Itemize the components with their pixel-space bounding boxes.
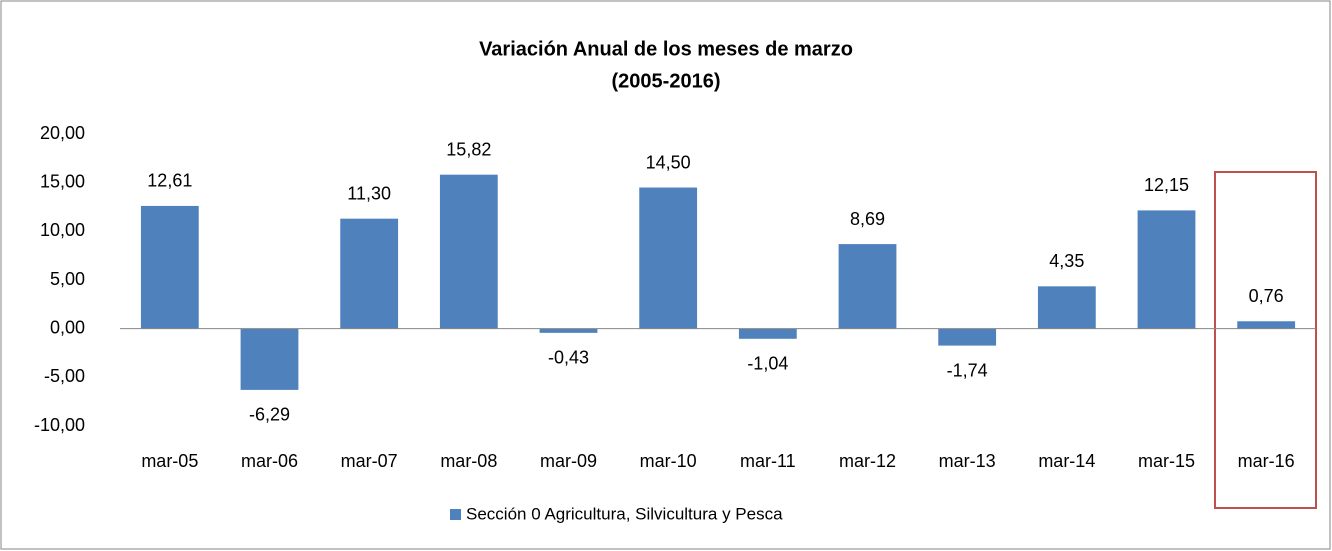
data-label: 12,15 <box>1144 175 1189 195</box>
y-tick-label: 5,00 <box>50 269 85 289</box>
x-tick-label: mar-05 <box>141 451 198 471</box>
data-label: 4,35 <box>1049 251 1084 271</box>
x-tick-label: mar-12 <box>839 451 896 471</box>
data-label: -6,29 <box>249 405 290 425</box>
x-tick-label: mar-09 <box>540 451 597 471</box>
y-tick-label: 0,00 <box>50 317 85 337</box>
bar <box>240 328 299 390</box>
x-tick-label: mar-08 <box>440 451 497 471</box>
chart-title: Variación Anual de los meses de marzo <box>479 38 853 60</box>
bar <box>439 174 498 329</box>
bar <box>938 328 997 346</box>
bar <box>1037 286 1096 329</box>
x-tick-label: mar-06 <box>241 451 298 471</box>
y-tick-label: -10,00 <box>34 415 85 435</box>
bar <box>639 187 698 329</box>
y-tick-label: -5,00 <box>44 366 85 386</box>
data-label: -1,04 <box>747 354 788 374</box>
bar <box>340 218 399 329</box>
x-tick-label: mar-07 <box>341 451 398 471</box>
bar <box>1137 210 1196 329</box>
x-tick-label: mar-15 <box>1138 451 1195 471</box>
x-tick-label: mar-14 <box>1038 451 1095 471</box>
bar <box>838 244 897 329</box>
legend-label: Sección 0 Agricultura, Silvicultura y Pe… <box>466 504 783 523</box>
bar <box>140 205 199 329</box>
data-label: -0,43 <box>548 348 589 368</box>
y-tick-label: 20,00 <box>40 123 85 143</box>
data-label: -1,74 <box>947 360 988 380</box>
x-tick-label: mar-13 <box>939 451 996 471</box>
data-label: 12,61 <box>147 171 192 191</box>
x-tick-label: mar-10 <box>640 451 697 471</box>
x-tick-label: mar-11 <box>740 451 796 471</box>
data-label: 11,30 <box>347 183 391 203</box>
y-tick-label: 15,00 <box>40 171 85 191</box>
data-label: 8,69 <box>850 209 885 229</box>
bar <box>738 328 797 339</box>
legend-swatch <box>450 509 461 520</box>
bar <box>539 328 598 333</box>
data-label: 15,82 <box>446 139 491 159</box>
data-label: 14,50 <box>646 152 691 172</box>
highlight-box <box>1214 171 1317 509</box>
x-tick-label: mar-16 <box>1238 451 1295 471</box>
chart-subtitle: (2005-2016) <box>612 70 721 92</box>
bar <box>1237 321 1296 329</box>
y-tick-label: 10,00 <box>40 220 85 240</box>
data-label: 0,76 <box>1249 286 1284 306</box>
